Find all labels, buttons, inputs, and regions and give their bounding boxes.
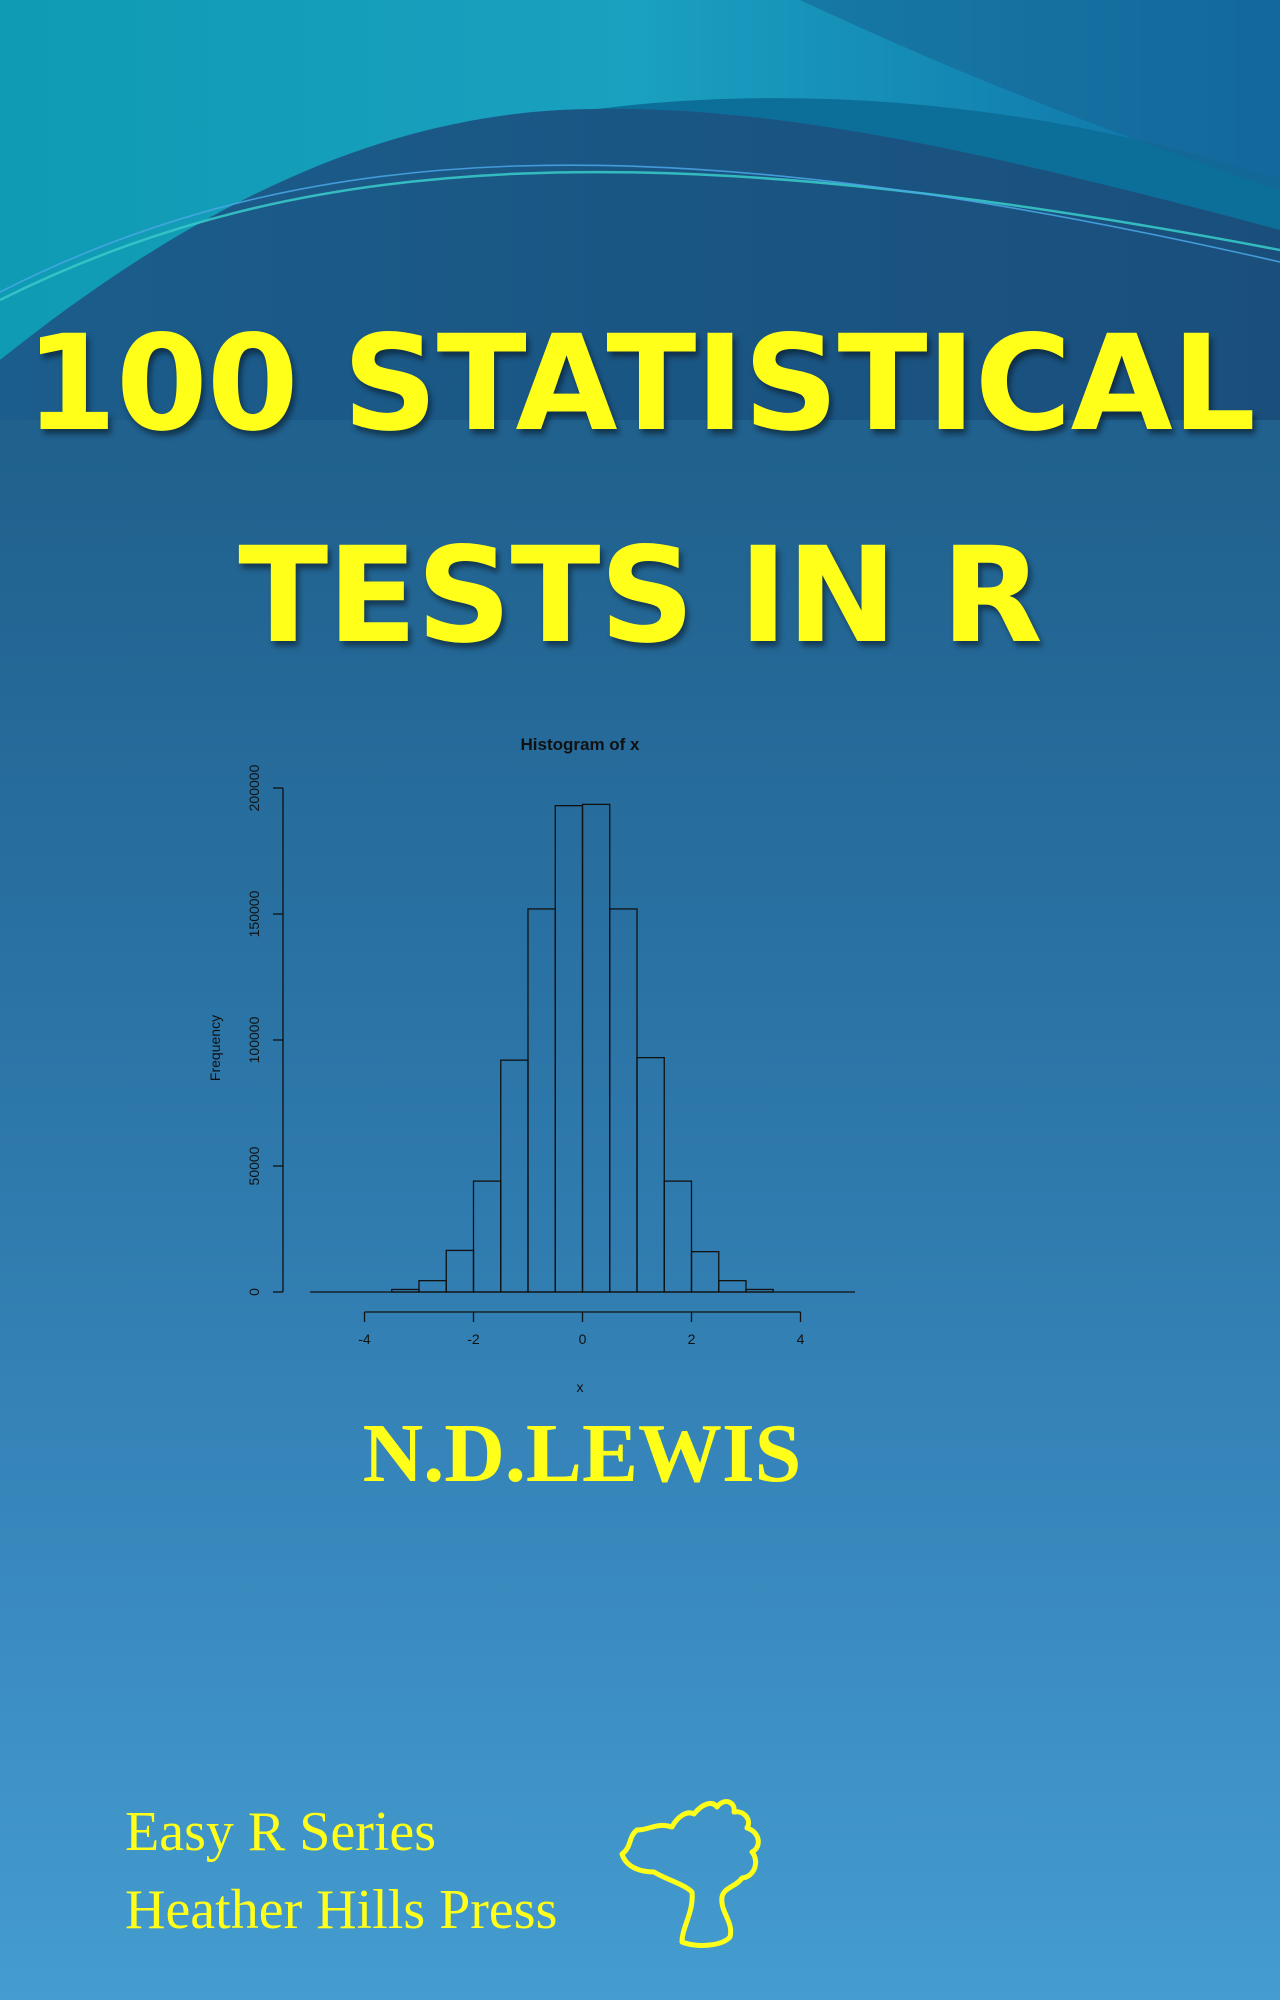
histogram-bar — [554, 804, 584, 1293]
y-tick-label: 50000 — [246, 1146, 262, 1185]
y-tick-label: 200000 — [246, 764, 262, 811]
x-tick-label: 2 — [688, 1331, 696, 1347]
y-tick-label: 0 — [246, 1288, 262, 1296]
y-tick-label: 100000 — [246, 1016, 262, 1063]
y-tick-label: 150000 — [246, 890, 262, 937]
histogram-bar — [636, 1056, 665, 1293]
histogram-bar — [418, 1280, 447, 1293]
chart-title: Histogram of x — [520, 735, 640, 754]
author-name: N.D.LEWIS — [362, 1407, 802, 1500]
histogram-bar — [663, 1180, 693, 1293]
x-tick-label: 0 — [579, 1331, 587, 1347]
x-tick-label: -2 — [467, 1331, 480, 1347]
histogram-chart: Histogram of x Frequency x 0 50000 100000 1… — [207, 735, 855, 1395]
series-name: Easy R Series — [125, 1801, 437, 1863]
histogram-bar — [445, 1249, 475, 1293]
histogram-bar — [527, 908, 556, 1293]
publisher-name: Heather Hills Press — [125, 1879, 558, 1941]
x-tick-label: 4 — [797, 1331, 805, 1347]
x-tick-label: -4 — [358, 1331, 371, 1347]
histogram-bar — [609, 908, 638, 1293]
histogram-bar — [690, 1251, 720, 1293]
histogram-bar — [718, 1280, 747, 1293]
book-title-line-2: TESTS IN R — [238, 519, 1043, 673]
y-axis-label: Frequency — [207, 1015, 223, 1081]
wave-decoration — [0, 0, 1280, 420]
x-axis: -4 -2 0 2 4 — [358, 1311, 805, 1347]
histogram-bar — [500, 1059, 529, 1293]
histogram-bar — [472, 1180, 502, 1293]
histogram-bars — [310, 803, 855, 1293]
histogram-bar — [581, 803, 611, 1293]
x-axis-label: x — [577, 1379, 584, 1395]
tree-logo-icon — [619, 1799, 761, 1948]
y-axis: 0 50000 100000 150000 200000 — [246, 764, 284, 1296]
book-title-line-1: 100 STATISTICAL — [25, 307, 1256, 461]
